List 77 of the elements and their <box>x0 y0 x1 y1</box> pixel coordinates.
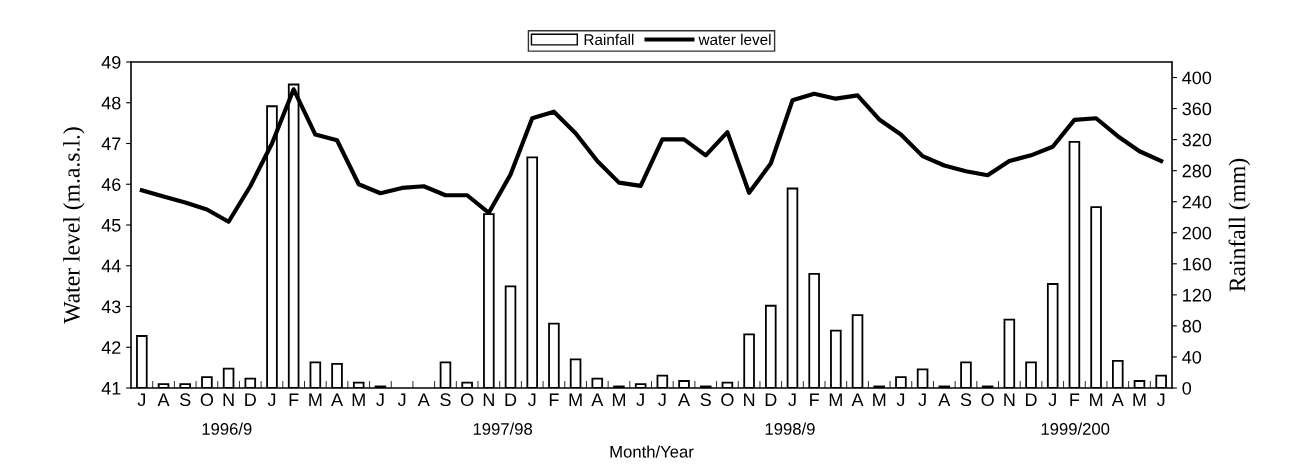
x-tick-label: J <box>376 393 384 407</box>
x-tick-label: D <box>505 393 517 406</box>
x-tick-label: J <box>788 393 796 407</box>
y-axis-title: Water level (m.a.s.l.) <box>63 127 85 324</box>
y2-tick-label: 0 <box>1182 381 1192 395</box>
x-axis-title: Month/Year <box>610 445 694 458</box>
legend-label: water level <box>698 33 771 46</box>
y-tick-label: 42 <box>101 341 121 354</box>
y-tick-label: 44 <box>101 259 121 273</box>
y2-tick-label: 400 <box>1182 71 1212 85</box>
text: 1996/9 <box>202 422 252 435</box>
x-tick-label: F <box>810 393 819 406</box>
x-tick-label: J <box>397 393 406 407</box>
y-tick-label: 46 <box>101 178 121 191</box>
x-tick-label: J <box>636 393 644 407</box>
x-tick-label: S <box>700 393 711 407</box>
x-tick-label: A <box>157 393 170 406</box>
y2-tick-label: 360 <box>1182 102 1212 116</box>
y2-tick-label: 80 <box>1182 319 1202 333</box>
x-tick-label: N <box>223 393 234 406</box>
y2-tick-label: 120 <box>1183 288 1212 302</box>
x-tick-label: O <box>721 393 734 407</box>
x-tick-label: S <box>180 393 191 407</box>
x-tick-label: J <box>267 393 276 407</box>
x-tick-label: J <box>918 393 926 407</box>
x-tick-label: M <box>1090 393 1103 406</box>
x-tick-label: F <box>289 393 299 406</box>
text: 1999/200 <box>1041 422 1110 435</box>
y-tick-label: 41 <box>101 382 121 395</box>
text: 1998/9 <box>765 422 815 435</box>
x-tick-label: J <box>1156 393 1165 407</box>
legend-label: Rainfall <box>584 33 634 46</box>
y-tick-label: 43 <box>101 300 121 314</box>
x-tick-label: O <box>981 393 994 407</box>
x-tick-label: O <box>460 393 474 407</box>
x-tick-label: A <box>678 393 691 406</box>
x-tick-label: F <box>549 393 559 406</box>
x-tick-label: J <box>896 393 905 407</box>
y-tick-label: 49 <box>101 55 121 69</box>
x-tick-label: N <box>483 393 494 406</box>
x-tick-label: A <box>938 393 951 406</box>
x-tick-label: N <box>744 393 755 406</box>
x-tick-label: F <box>1070 393 1080 406</box>
x-tick-label: A <box>1111 393 1124 406</box>
x-tick-label: J <box>137 393 146 407</box>
x-tick-label: D <box>1025 393 1037 406</box>
x-tick-label: M <box>352 393 365 406</box>
x-tick-label: A <box>591 393 604 406</box>
y2-tick-label: 40 <box>1182 350 1202 364</box>
x-tick-label: M <box>612 393 626 406</box>
x-tick-label: J <box>1048 393 1056 407</box>
y2-tick-label: 200 <box>1182 226 1212 240</box>
x-tick-label: A <box>851 393 864 406</box>
y-tick-label: 47 <box>101 137 121 151</box>
y2-tick-label: 280 <box>1182 164 1212 178</box>
y2-tick-label: 240 <box>1182 195 1212 209</box>
x-tick-label: M <box>829 393 842 406</box>
x-tick-label: M <box>309 393 322 406</box>
x-tick-label: O <box>200 393 214 407</box>
x-tick-label: A <box>417 393 430 406</box>
x-tick-label: J <box>527 393 536 407</box>
text: 1997/98 <box>473 422 533 435</box>
x-tick-label: S <box>960 393 972 407</box>
y-tick-label: 45 <box>101 219 121 232</box>
x-tick-label: D <box>765 393 777 406</box>
x-tick-label: M <box>1133 393 1146 406</box>
y2-tick-label: 320 <box>1182 133 1212 147</box>
y-tick-label: 48 <box>101 96 121 110</box>
y2-tick-label: 160 <box>1183 257 1212 271</box>
x-tick-label: J <box>658 393 666 407</box>
y2-axis-title: Rainfall (mm) <box>1228 158 1251 292</box>
x-tick-label: S <box>440 393 451 407</box>
x-tick-label: N <box>1004 393 1015 406</box>
x-tick-label: D <box>245 393 256 406</box>
x-tick-label: M <box>569 393 582 406</box>
x-tick-label: M <box>873 393 886 406</box>
x-tick-label: A <box>331 393 344 406</box>
